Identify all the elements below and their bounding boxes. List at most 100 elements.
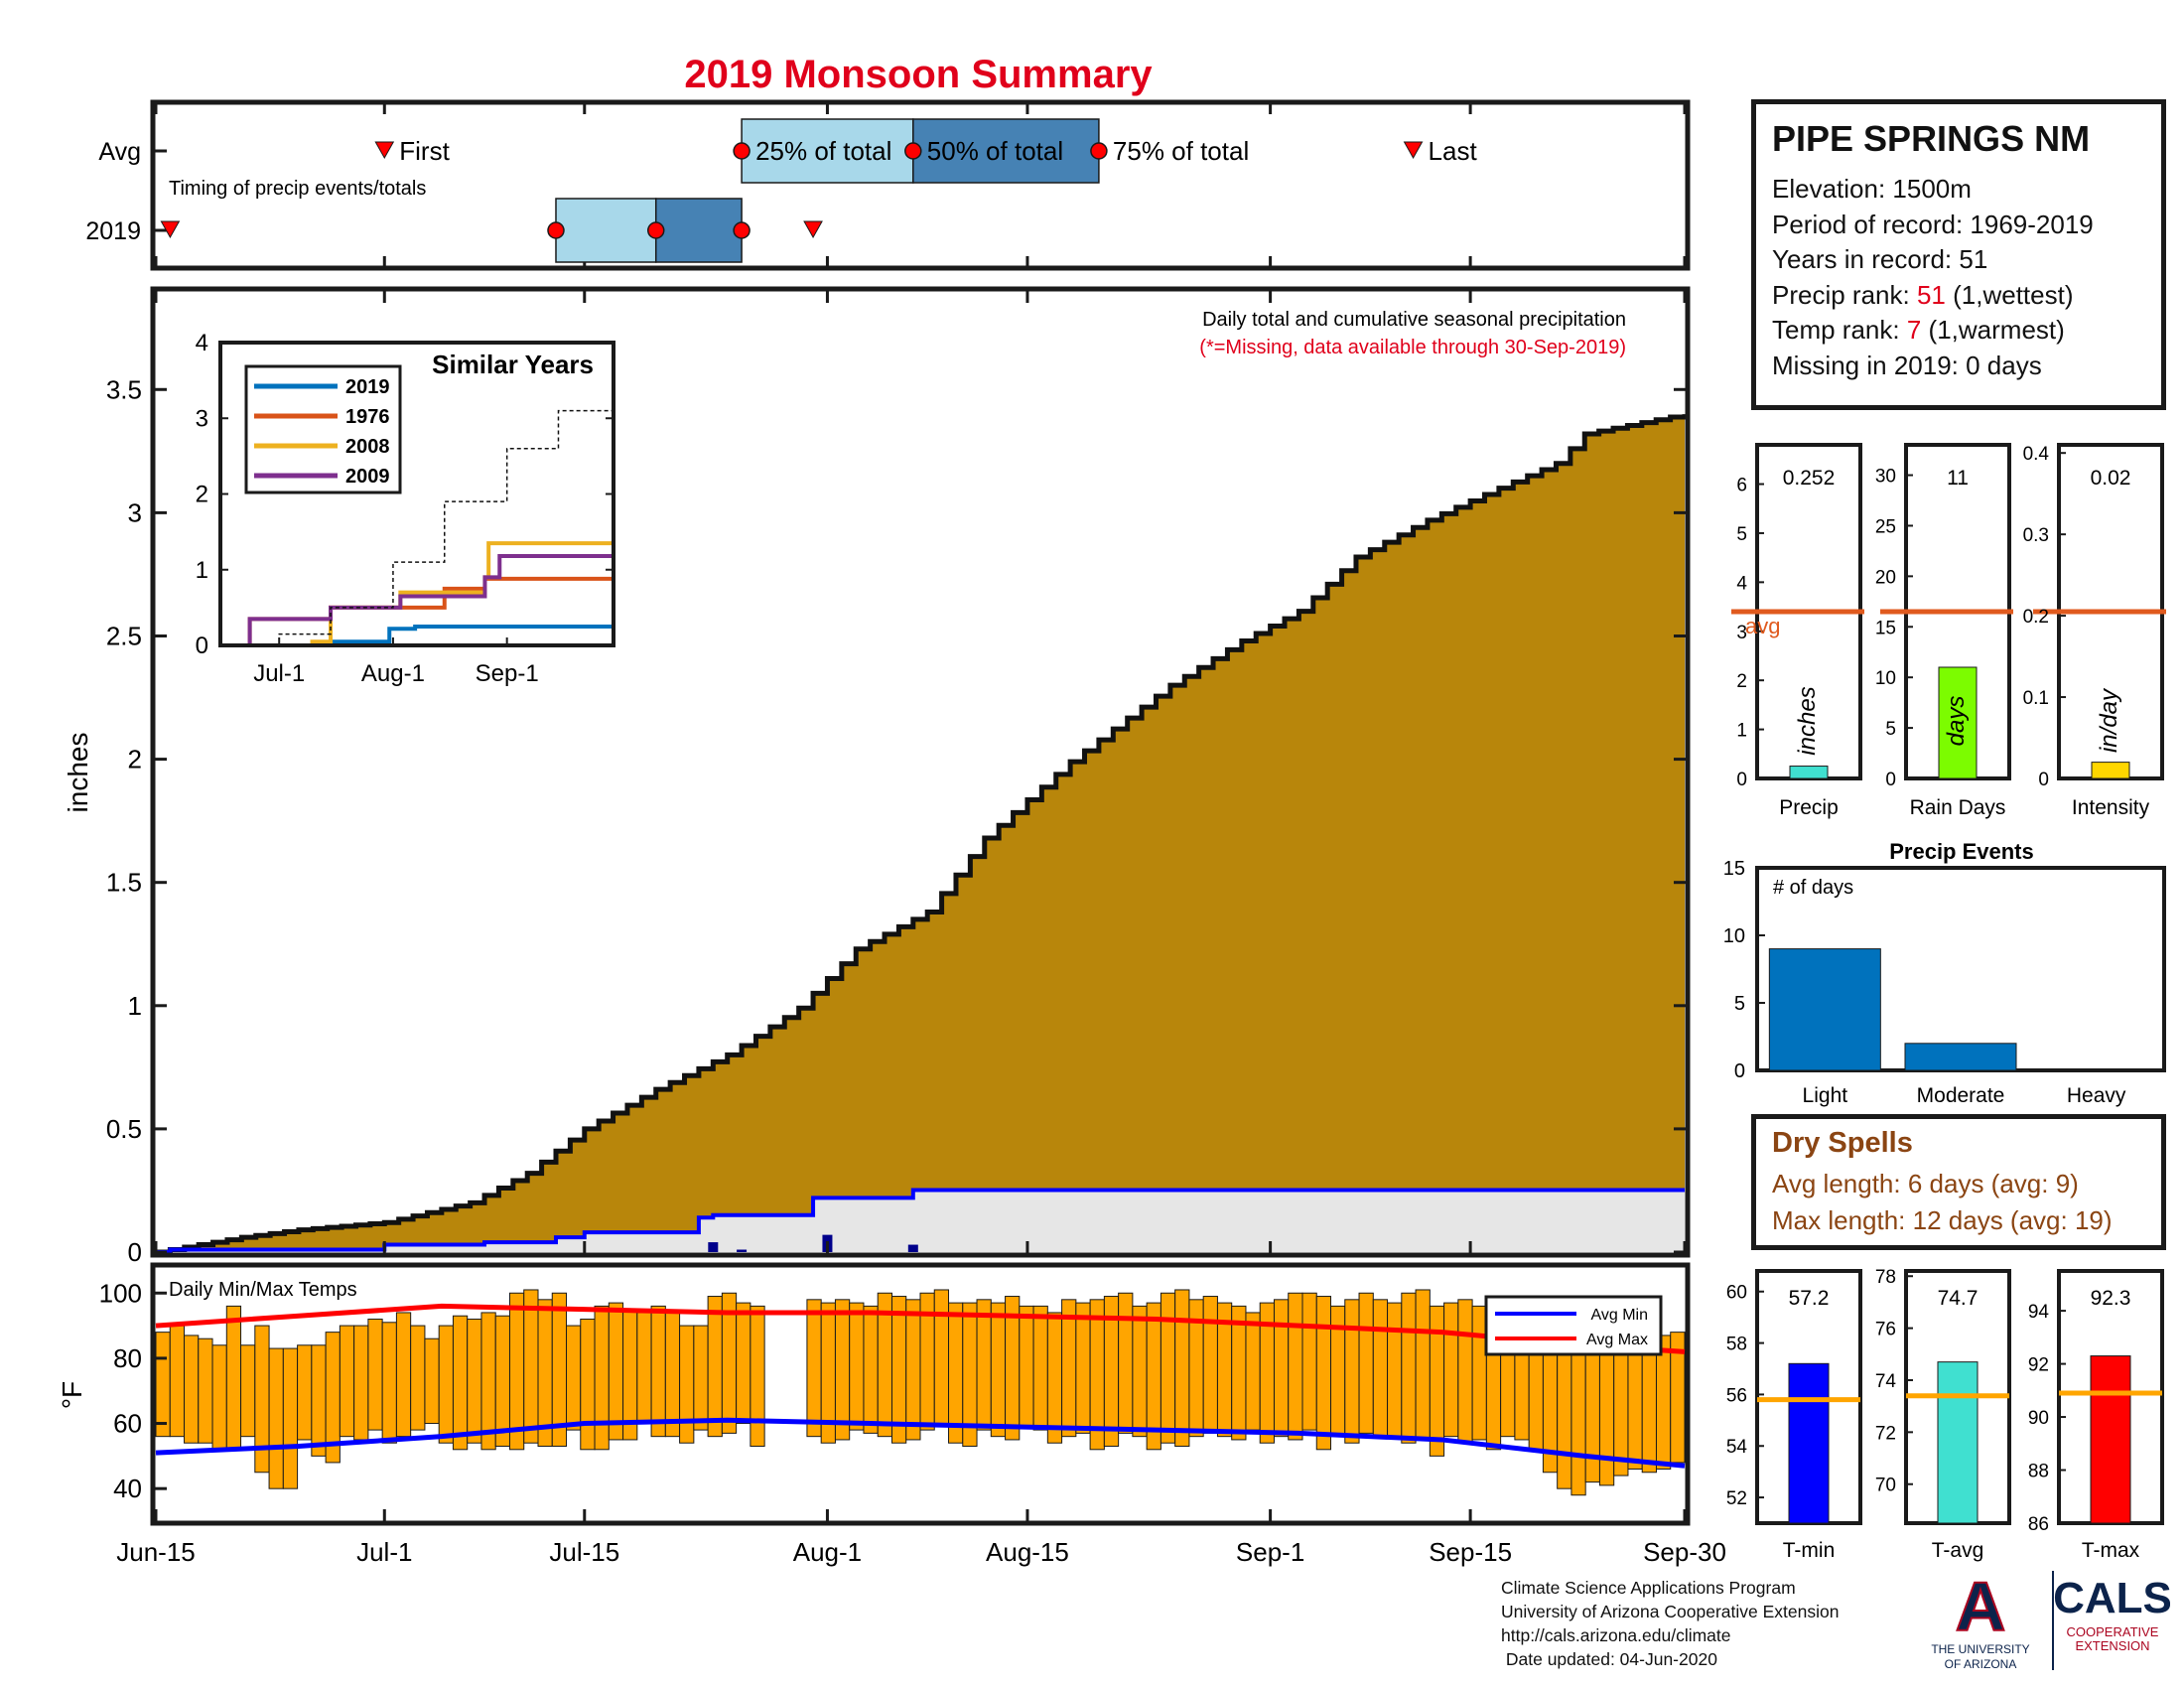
temp-panel-ytick-label: 78	[1875, 1267, 1896, 1288]
dry-spells-max: Max length: 12 days (avg: 19)	[1772, 1205, 2113, 1235]
temp-range-bar	[1670, 1332, 1686, 1464]
inset-ytick-label: 0	[196, 633, 208, 659]
temp-range-bar	[395, 1312, 412, 1438]
timing-quantile-marker	[646, 221, 665, 239]
temp-range-bar	[594, 1305, 610, 1451]
temp-range-bar	[184, 1335, 200, 1444]
temp-range-bar	[863, 1305, 879, 1434]
temp-range-bar	[707, 1296, 723, 1438]
bar-panel-ytick-label: 20	[1875, 567, 1896, 588]
temp-range-bar	[948, 1302, 964, 1444]
inset-xtick-label: Jul-1	[253, 660, 305, 687]
temp-range-bar	[1273, 1299, 1290, 1438]
temp-panel-ytick-label: 58	[1726, 1335, 1747, 1355]
events-ylabel: # of days	[1773, 877, 1853, 899]
temp-rank-note: (1,warmest)	[1928, 315, 2065, 345]
timing-label-25: 25% of total	[755, 136, 891, 166]
temp-panel-ytick-label: 90	[2028, 1408, 2049, 1429]
temp-range-bar	[750, 1305, 765, 1448]
temp-range-bar	[480, 1312, 496, 1451]
temp-range-bar	[1613, 1344, 1629, 1477]
similar-years-inset: 0 1 2 3 4 Jul-1 Aug-1 Sep-1 Similar Years 2019 197…	[196, 330, 615, 687]
temp-range-bar	[1641, 1344, 1657, 1474]
events-ytick-label: 15	[1723, 858, 1745, 880]
inset-legend-label: 2009	[345, 466, 390, 488]
station-years: Years in record: 51	[1772, 244, 1988, 274]
bar-panel-unit: inches	[1794, 686, 1821, 755]
temp-range-bar	[1387, 1302, 1403, 1438]
temp-panel-ytick-label: 54	[1726, 1437, 1748, 1458]
temp-range-bar	[693, 1325, 709, 1431]
timing-first-last-marker	[1403, 141, 1424, 160]
timing-first-last-marker	[803, 220, 823, 239]
temp-ytick-label: 100	[99, 1278, 142, 1308]
timing-first-last-marker	[374, 141, 395, 160]
bar-panel-value-bar	[1789, 766, 1829, 779]
temp-chart: 40 60 80 100 Daily Min/Max Temps °F Avg Min…	[57, 1262, 1691, 1526]
temp-range-bar	[1344, 1299, 1360, 1444]
temp-range-bar	[1457, 1299, 1473, 1444]
temp-panel-ytick-label: 60	[1726, 1283, 1747, 1304]
timing-subtitle: Timing of precip events/totals	[169, 178, 426, 200]
temp-ytick-label: 80	[113, 1343, 142, 1373]
timing-box-50-75	[654, 198, 743, 263]
inset-xtick-label: Sep-1	[476, 660, 539, 687]
temp-panel-label: T-avg	[1932, 1539, 1984, 1562]
x-tick-label: Sep-1	[1236, 1537, 1304, 1567]
dry-spells-box: Dry Spells Avg length: 6 days (avg: 9) M…	[1751, 1114, 2166, 1250]
temp-range-bar	[933, 1289, 950, 1425]
university-of-arizona-logo: A THE UNIVERSITY OF ARIZONA	[1931, 1569, 2029, 1671]
ua-logo-text-1: THE UNIVERSITY	[1931, 1642, 2029, 1656]
temp-range-bar	[1471, 1305, 1487, 1441]
bar-panel-ytick-label: 0.3	[2023, 525, 2049, 546]
credits-line-4: Date updated: 04-Jun-2020	[1501, 1649, 1717, 1669]
temp-range-bar	[169, 1325, 186, 1438]
temp-range-bar	[523, 1289, 539, 1444]
station-temp-rank: Temp rank: 7 (1,warmest)	[1772, 313, 2145, 349]
temp-range-bar	[1245, 1312, 1261, 1431]
inset-ytick-label: 2	[196, 482, 208, 508]
temp-summary-panels: 57.2 T-min 52 54 56 58 60 74.7 T-avg 70 72 74 76 78 92…	[1726, 1267, 2164, 1562]
temp-range-bar	[679, 1325, 695, 1444]
bar-panel-ytick-label: 0	[1885, 770, 1896, 790]
temp-range-bar	[1202, 1296, 1218, 1434]
temp-panel-t-avg: 74.7 T-avg 70 72 74 76 78	[1875, 1267, 2011, 1562]
bar-panel-value-text: 11	[1947, 467, 1969, 490]
bar-panel-unit: days	[1943, 696, 1970, 747]
bar-panel-ytick-label: 0	[1736, 770, 1747, 790]
temp-range-bar	[849, 1302, 865, 1431]
ua-logo-letter: A	[1956, 1569, 2006, 1645]
bar-panel-value-bar	[2091, 762, 2130, 779]
temp-range-bar	[367, 1319, 383, 1431]
temp-range-bar	[650, 1305, 666, 1438]
daily-precip-bar	[708, 1242, 719, 1252]
bar-panel-ytick-label: 10	[1875, 668, 1896, 689]
cals-logo-text: CALS	[2053, 1574, 2170, 1622]
temp-rank-label: Temp rank:	[1772, 315, 1900, 345]
bar-panel-precip: 0.252 Precip inches 0 1 2 3 4 5 6 avg	[1731, 443, 1864, 819]
temp-range-bar	[1429, 1305, 1445, 1457]
timing-box-25-50	[555, 198, 657, 263]
temp-range-bar	[806, 1299, 822, 1438]
temp-chart-title: Daily Min/Max Temps	[169, 1279, 357, 1301]
temp-panel-value-bar	[1788, 1362, 1830, 1524]
bar-panel-unit: in/day	[2096, 687, 2122, 753]
temp-panel-value-text: 57.2	[1789, 1287, 1830, 1310]
bar-panel-ytick-label: 4	[1736, 573, 1747, 594]
temp-panel-value-text: 92.3	[2091, 1287, 2131, 1310]
temp-range-bar	[1118, 1292, 1134, 1434]
temp-range-bar	[211, 1344, 227, 1451]
temp-panel-ytick-label: 94	[2028, 1302, 2050, 1323]
temp-panel-t-max: 92.3 T-max 86 88 90 92 94	[2028, 1269, 2164, 1562]
temp-range-bar	[1598, 1337, 1615, 1486]
avg-cumulative-fill	[156, 414, 1685, 1253]
x-tick-label: Aug-15	[986, 1537, 1069, 1567]
legend-avg-max: Avg Max	[1586, 1332, 1648, 1348]
temp-range-bar	[905, 1299, 921, 1441]
temp-range-bar	[155, 1332, 171, 1438]
precip-ytick-label: 1	[128, 991, 142, 1021]
inset-legend-label: 2019	[345, 376, 390, 398]
timing-frame	[150, 99, 1691, 271]
bar-panel-ytick-label: 25	[1875, 516, 1896, 537]
